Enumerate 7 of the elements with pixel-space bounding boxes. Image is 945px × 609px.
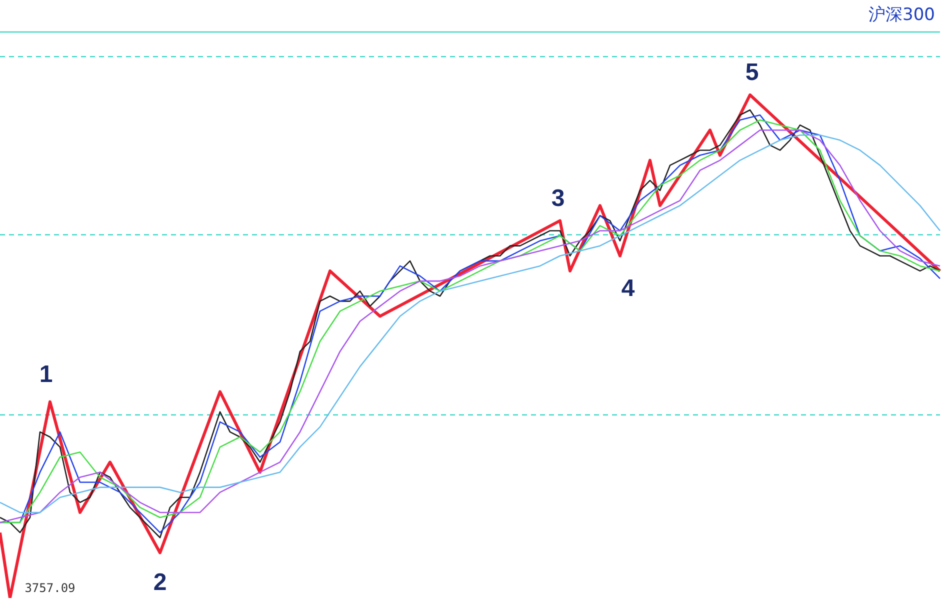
- text: 5: [745, 59, 759, 86]
- annotation: 4: [621, 275, 636, 302]
- chart-title: 沪深300: [868, 5, 935, 25]
- annotation: 3: [551, 185, 565, 212]
- annotation: 3757.09: [24, 581, 76, 595]
- annotation: 1: [39, 361, 53, 388]
- annotation: 2: [153, 569, 167, 596]
